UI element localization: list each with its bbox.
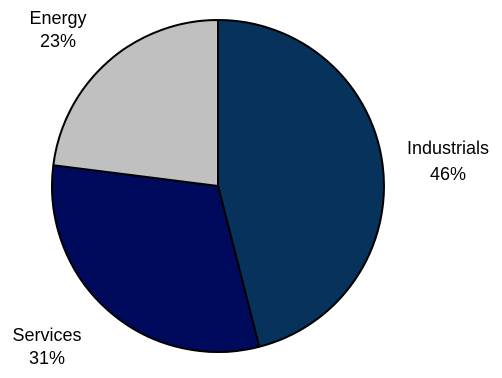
pie-labels: Industrials 46% Services 31% Energy 23% (12, 8, 489, 368)
pie-slices (51, 19, 385, 353)
pie-slice-energy (52, 19, 219, 187)
pie-label-industrials: Industrials (407, 138, 489, 158)
pie-value-label-services: 31% (29, 348, 65, 368)
pie-value-label-industrials: 46% (430, 164, 466, 184)
pie-slice-services (51, 164, 261, 353)
pie-value-label-energy: 23% (40, 31, 76, 51)
pie-slice-industrials (217, 19, 385, 348)
pie-label-services: Services (12, 325, 81, 345)
pie-label-energy: Energy (29, 8, 86, 28)
